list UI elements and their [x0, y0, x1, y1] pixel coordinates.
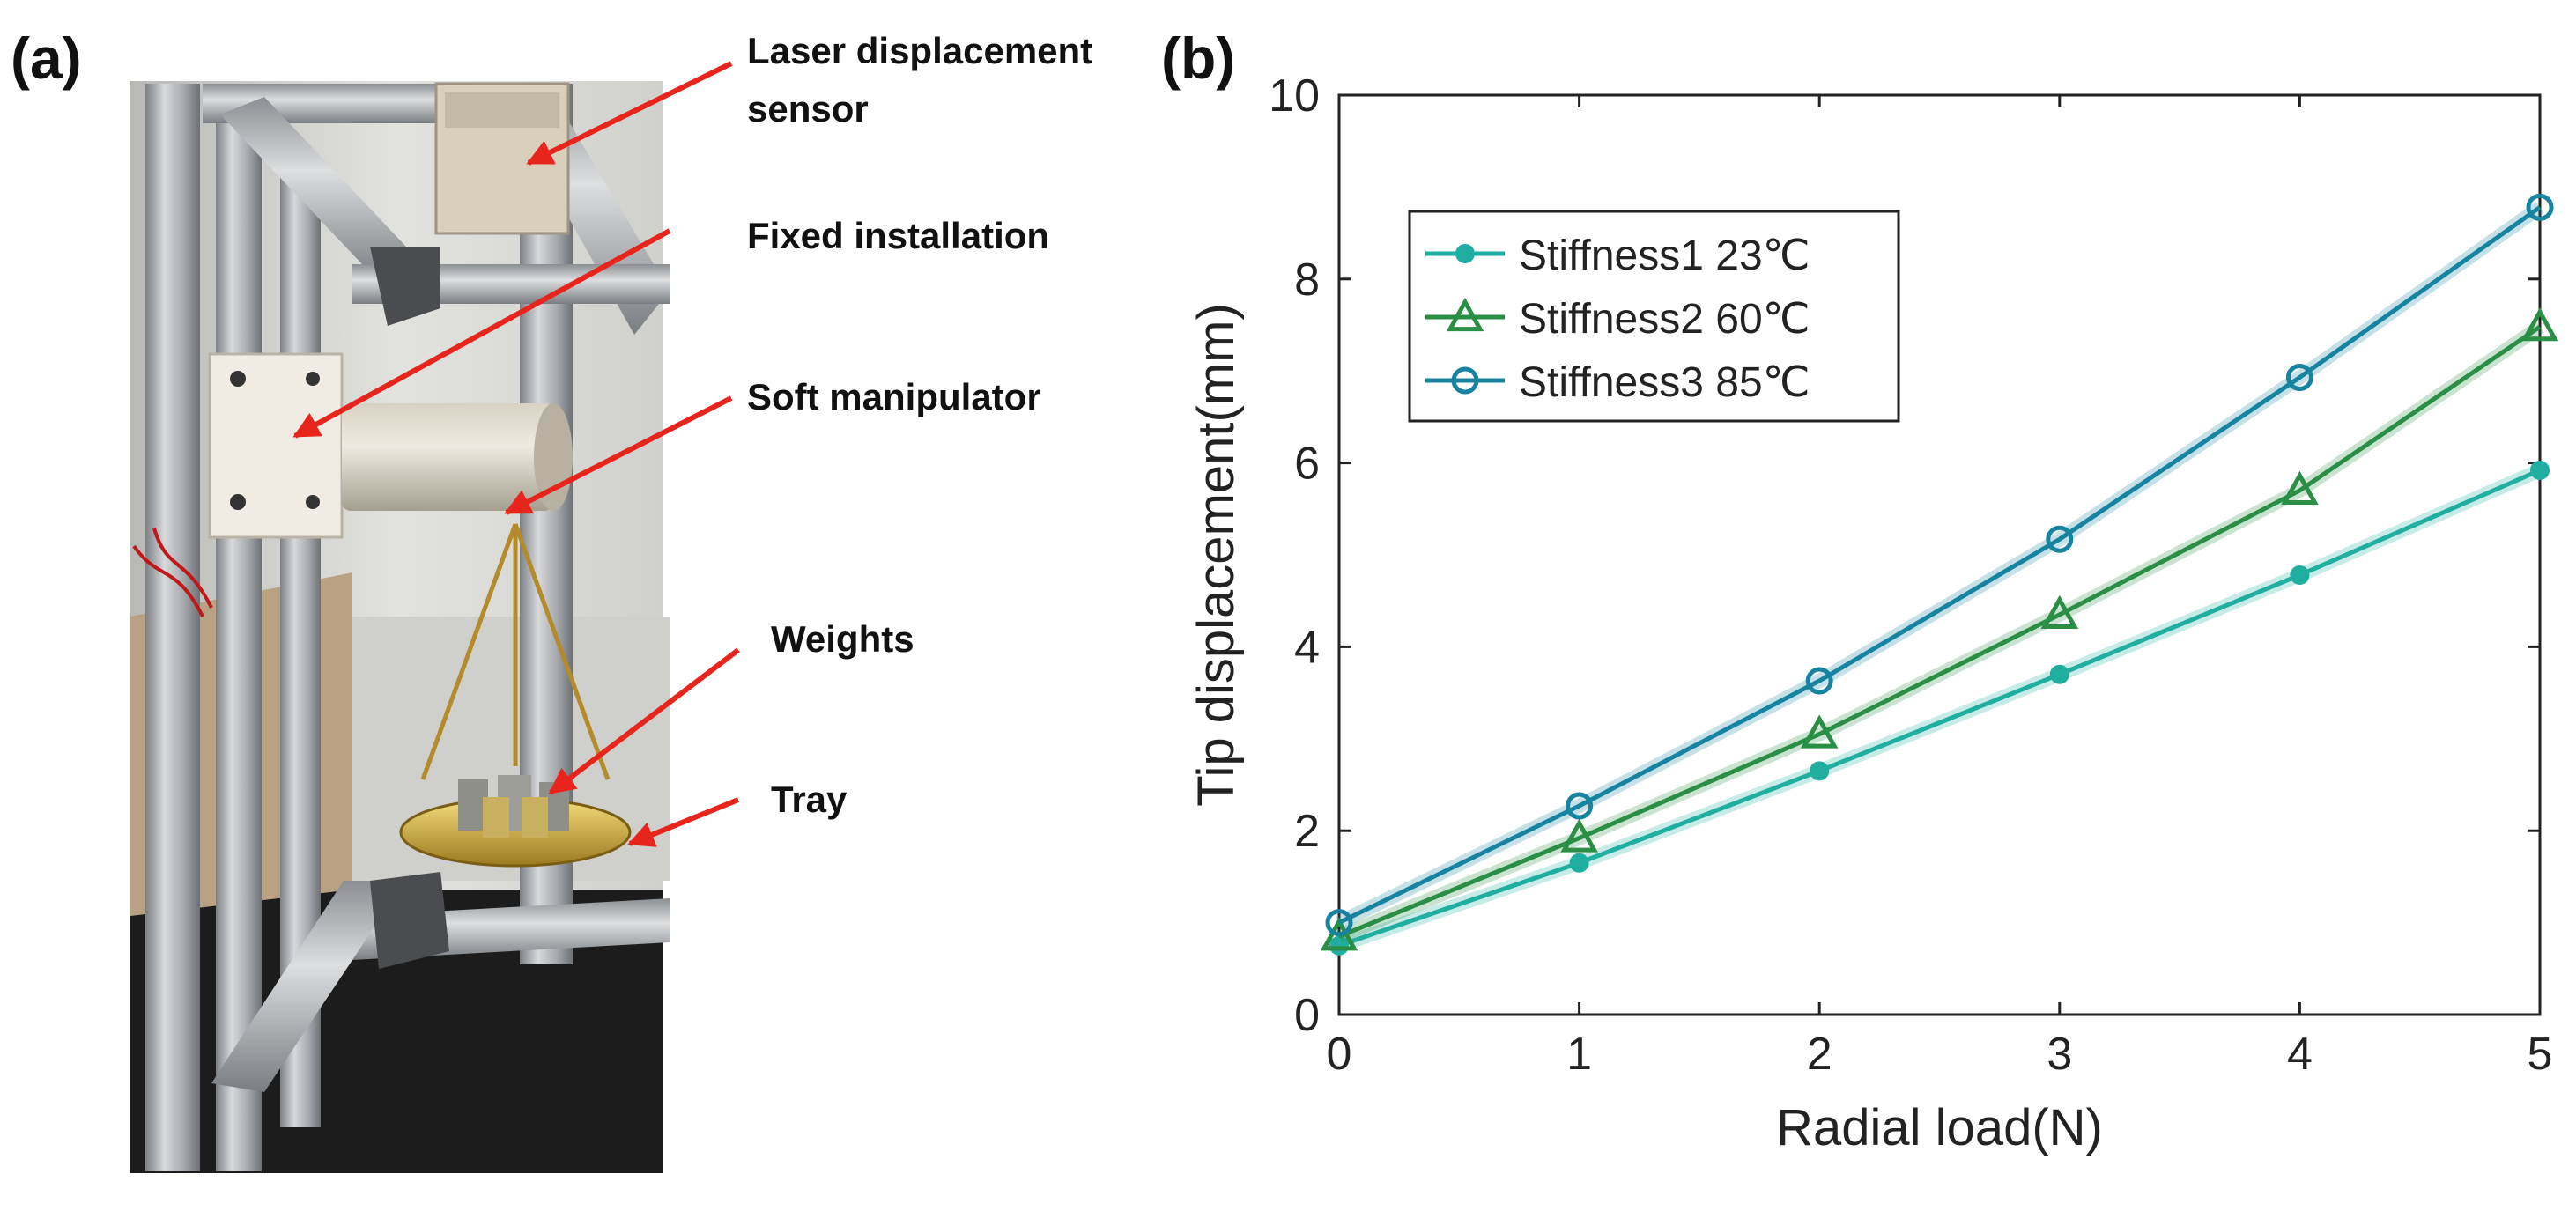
x-tick-label: 5 [2528, 1029, 2553, 1080]
series-1-point [2049, 664, 2069, 684]
series-2-point [1560, 818, 1598, 853]
legend-label-1: Stiffness1 23℃ [1519, 233, 1810, 279]
arrow-weights [548, 647, 740, 795]
series-line-2 [1338, 325, 2542, 939]
legend-marker-1 [1455, 244, 1475, 263]
x-tick-label: 1 [1566, 1029, 1592, 1080]
panel-label-b: (b) [1161, 26, 1236, 91]
annotation-tray: Tray [771, 779, 848, 820]
annotation-laser-line1: Laser displacement [747, 30, 1092, 71]
x-tick-label: 3 [2047, 1029, 2072, 1080]
series-2-point [2281, 470, 2319, 506]
series-line-3 [1337, 205, 2542, 925]
series-3-point [1325, 909, 1353, 937]
series-1-point [2530, 460, 2550, 480]
series-2-point [1800, 714, 1839, 749]
arrow-fixed [292, 228, 671, 439]
arrow-tray [627, 797, 740, 847]
annotation-fixed: Fixed installation [747, 215, 1049, 256]
y-tick-label: 6 [1294, 439, 1320, 490]
series-2-point [1320, 917, 1358, 951]
series-1-point [1569, 853, 1589, 873]
series-2-point [2520, 306, 2559, 342]
setup-photo: Laser displacement sensor Fixed installa… [130, 30, 1092, 1173]
x-tick-label: 4 [2287, 1029, 2313, 1080]
x-axis-label: Radial load(N) [1776, 1099, 2103, 1156]
y-tick-label: 2 [1294, 806, 1320, 857]
arrow-soft [504, 395, 733, 515]
series-3-point [2285, 364, 2313, 392]
annotation-laser-line2: sensor [747, 88, 869, 129]
annotation-weights: Weights [771, 618, 914, 660]
series-band-1 [1336, 463, 2543, 953]
legend-label-3: Stiffness3 85℃ [1519, 359, 1810, 406]
series-3-point [2526, 193, 2554, 221]
tip-displacement-chart: 0 1 2 3 4 5 0 2 4 6 8 10 Radial load(N) Tip displacem… [1188, 70, 2559, 1156]
x-tick-label: 2 [1807, 1029, 1832, 1080]
annotation-soft: Soft manipulator [747, 376, 1041, 417]
y-tick-label: 0 [1294, 990, 1320, 1041]
y-tick-label: 4 [1294, 622, 1320, 673]
plot-frame [1337, 93, 2542, 1016]
arrow-laser [526, 61, 733, 166]
legend-marker-3 [1451, 366, 1479, 395]
legend-label-2: Stiffness2 60℃ [1519, 296, 1810, 343]
legend-marker-2 [1446, 297, 1484, 332]
series-2-point [2040, 594, 2079, 629]
series-3-point [2046, 525, 2074, 553]
panel-label-a: (a) [11, 26, 82, 91]
series-1-point [2290, 565, 2310, 585]
y-tick-label: 8 [1294, 255, 1320, 306]
x-tick-label: 0 [1327, 1029, 1352, 1080]
series-line-1 [1338, 468, 2542, 949]
series-1-point [1810, 761, 1830, 781]
y-axis-label: Tip displacement(mm) [1188, 303, 1245, 807]
series-3-point [1566, 792, 1594, 820]
y-tick-label: 10 [1269, 70, 1320, 122]
series-3-point [1805, 667, 1833, 695]
